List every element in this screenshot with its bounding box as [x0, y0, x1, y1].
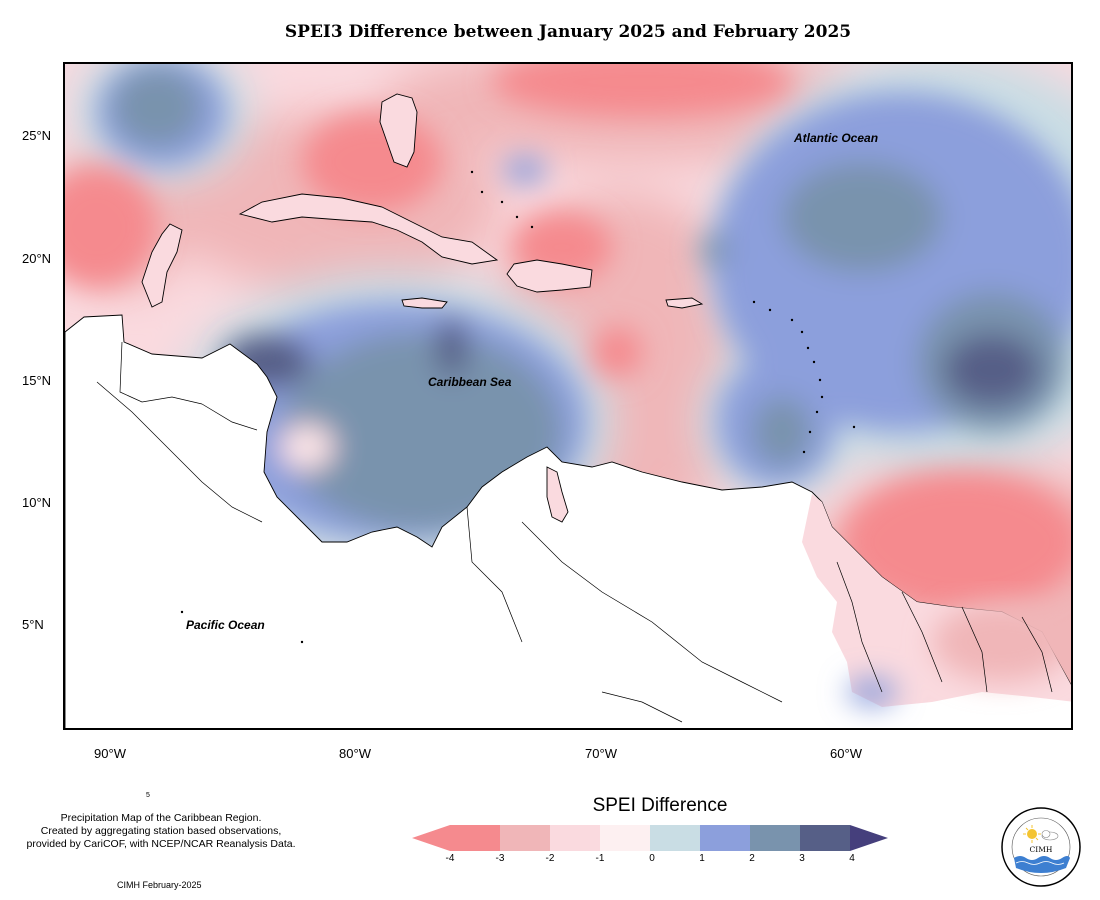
credit-line: provided by CariCOF, with NCEP/NCAR Rean… — [26, 838, 296, 850]
pacific-ocean-label: Pacific Ocean — [186, 618, 265, 632]
land-mask — [65, 314, 1071, 728]
legend-tick-label: 0 — [649, 853, 655, 864]
lesser-antilles-dots — [180, 170, 856, 644]
lat-label-20n: 20°N — [22, 251, 52, 266]
legend-tick-label: -1 — [595, 853, 605, 864]
legend-swatch — [500, 825, 550, 851]
data-credit: Precipitation Map of the Caribbean Regio… — [6, 812, 316, 851]
map-panel[interactable] — [63, 62, 1073, 730]
lat-label-5n: 5°N — [22, 617, 44, 632]
lon-label-60w: 60°W — [830, 746, 862, 761]
logo-short-name: CIMH — [1030, 845, 1053, 854]
lat-label-10n: 10°N — [22, 495, 52, 510]
legend-swatch — [450, 825, 500, 851]
legend-swatch — [550, 825, 600, 851]
legend-tick-label: 3 — [799, 853, 805, 864]
issue-stamp: CIMH February-2025 — [117, 880, 202, 890]
legend-tick-label: 1 — [699, 853, 705, 864]
legend-swatch — [650, 825, 700, 851]
legend-tick-label: -4 — [445, 853, 455, 864]
lat-label-25n: 25°N — [22, 128, 52, 143]
lon-label-90w: 90°W — [94, 746, 126, 761]
sun-cloud-icon — [1023, 825, 1059, 843]
islands-and-peninsulas — [141, 93, 704, 523]
credit-line: Precipitation Map of the Caribbean Regio… — [60, 812, 262, 824]
legend-tick-label: 4 — [849, 853, 855, 864]
spei-difference-map — [65, 64, 1071, 728]
color-legend-bar — [412, 825, 888, 851]
legend-title: SPEI Difference — [592, 795, 728, 816]
map-title: SPEI3 Difference between January 2025 an… — [284, 22, 852, 42]
south-america-anomaly-shading — [847, 602, 1071, 706]
legend-swatch — [700, 825, 750, 851]
border-lines — [96, 341, 1053, 723]
legend-arrow-high — [850, 825, 888, 851]
legend-tick-label: -3 — [495, 853, 505, 864]
lon-label-80w: 80°W — [339, 746, 371, 761]
legend-tick-label: 2 — [749, 853, 755, 864]
legend-tick-label: -2 — [545, 853, 555, 864]
legend-swatch — [600, 825, 650, 851]
atlantic-ocean-label: Atlantic Ocean — [794, 131, 879, 145]
lat-label-15n: 15°N — [22, 373, 52, 388]
legend-arrow-low — [412, 825, 450, 851]
legend-swatch — [800, 825, 850, 851]
stray-mark: 5 — [146, 792, 150, 799]
lon-label-70w: 70°W — [585, 746, 617, 761]
credit-line: Created by aggregating station based obs… — [40, 825, 282, 837]
cimh-logo: CIMH — [1001, 807, 1081, 887]
caribbean-sea-label: Caribbean Sea — [428, 375, 512, 389]
legend-swatch — [750, 825, 800, 851]
